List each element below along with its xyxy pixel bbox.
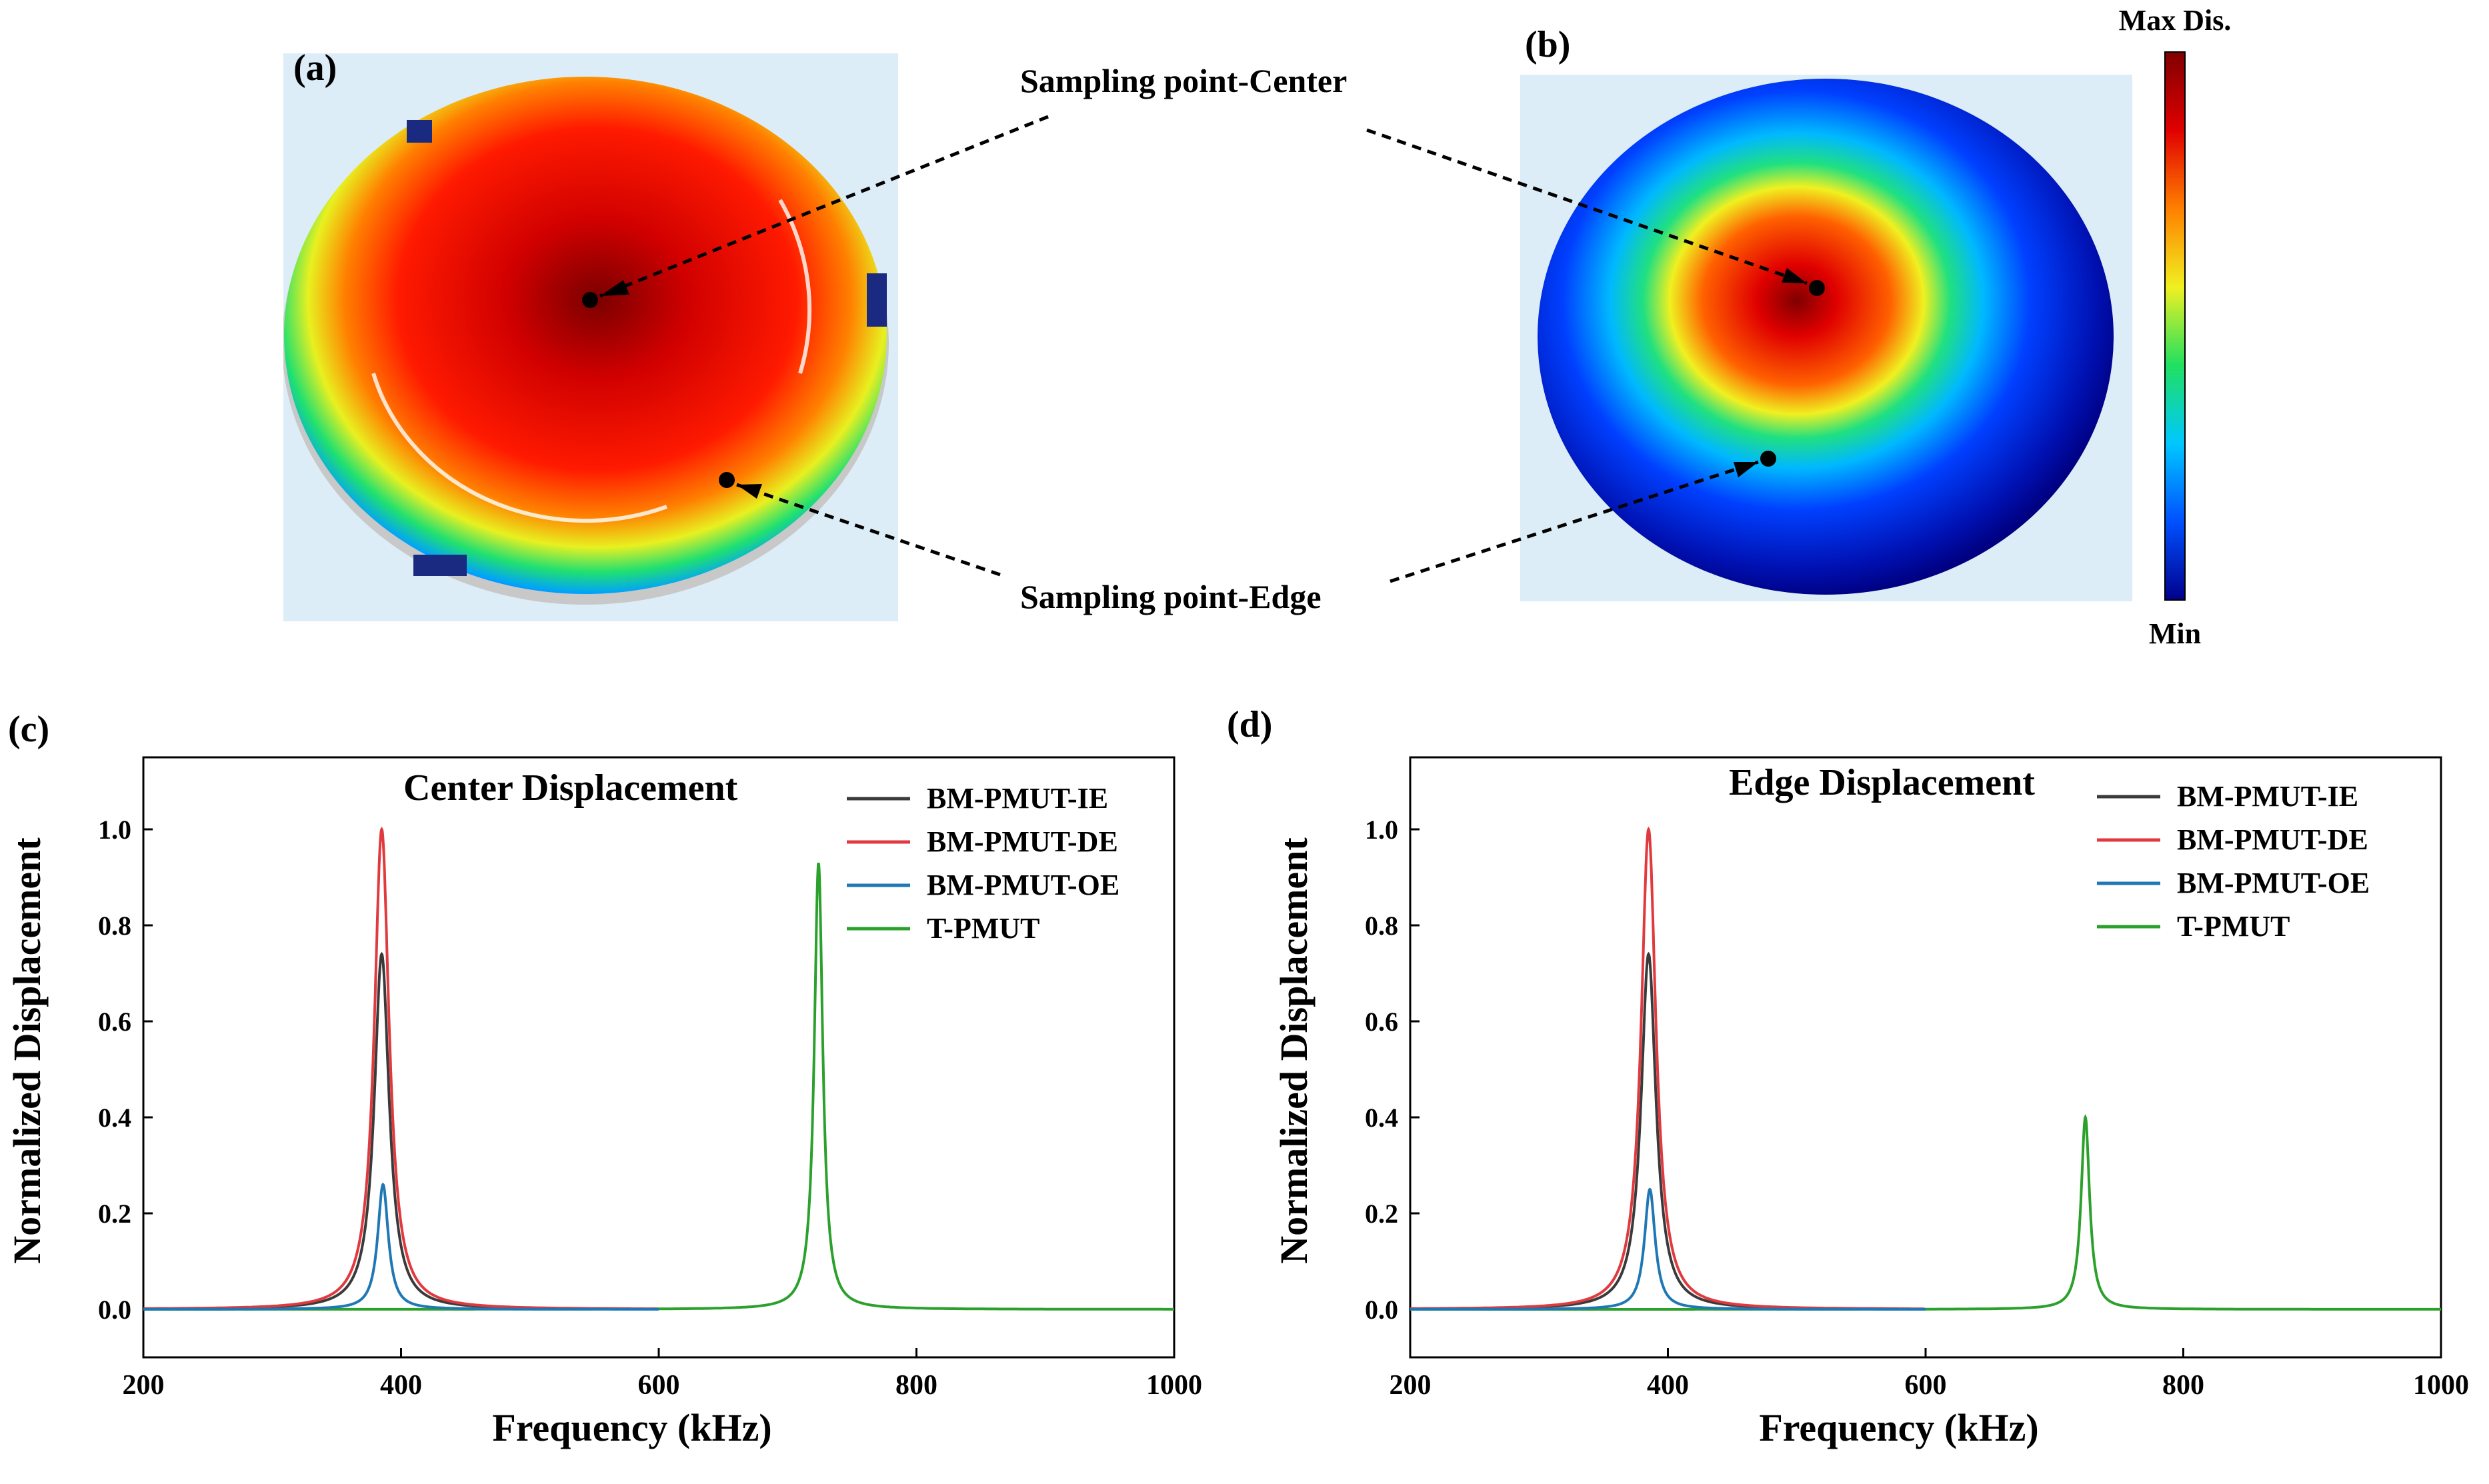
sample-edge-dot-b xyxy=(1760,451,1776,467)
colorbar: Max Dis. Min xyxy=(2119,4,2232,650)
y-axis-label: Normalized Displacement xyxy=(1272,837,1316,1264)
annotation-edge: Sampling point-Edge xyxy=(1020,578,1322,615)
arrow-edge-b xyxy=(1390,460,1759,583)
series-line-bm-pmut-de xyxy=(1410,826,1925,1311)
panel-a: (a) xyxy=(283,47,898,621)
y-tick-label: 0.8 xyxy=(98,911,131,941)
legend-label: BM-PMUT-DE xyxy=(2177,823,2368,856)
chart-title: Center Displacement xyxy=(403,767,738,809)
chart-edge-displacement: 200 400 600 800 1000 0.0 0.2 0.4 0.6 0.8 1.0 Freque… xyxy=(1272,756,2469,1449)
x-tick-label: 600 xyxy=(1905,1370,1947,1401)
series-line-bm-pmut-de xyxy=(143,826,658,1311)
sample-edge-dot-a xyxy=(719,472,735,488)
legend: BM-PMUT-IE BM-PMUT-DE BM-PMUT-OE T-PMUT xyxy=(2097,780,2370,943)
x-tick-label: 400 xyxy=(1647,1370,1689,1401)
legend-label: BM-PMUT-OE xyxy=(2177,867,2370,899)
chart-center-displacement: 200 400 600 800 1000 0.0 0.2 0.4 0.6 0.8 1.0 Freque… xyxy=(5,756,1202,1449)
arrowhead-edge-a xyxy=(737,484,762,499)
series-line-bm-pmut-oe xyxy=(1410,1187,1926,1311)
y-tick-label: 1.0 xyxy=(98,815,131,845)
x-tick-label: 800 xyxy=(895,1370,937,1401)
series-line-bm-pmut-ie xyxy=(143,951,593,1311)
series-line-bm-pmut-oe xyxy=(143,1182,659,1311)
y-tick-label: 0.0 xyxy=(1365,1295,1398,1325)
x-tick-label: 1000 xyxy=(2413,1370,2469,1401)
panel-b-label: (b) xyxy=(1525,24,1570,65)
panel-c-label: (c) xyxy=(8,709,49,750)
y-tick-label: 0.6 xyxy=(98,1007,131,1037)
legend-label: BM-PMUT-DE xyxy=(927,825,1118,858)
legend-label: BM-PMUT-IE xyxy=(927,782,1108,815)
series-line-t-pmut xyxy=(143,863,1174,1311)
x-tick-label: 600 xyxy=(638,1370,680,1401)
y-axis-label: Normalized Displacement xyxy=(5,837,49,1264)
x-axis-label: Frequency (kHz) xyxy=(1759,1406,2038,1449)
annotation-center: Sampling point-Center xyxy=(1020,62,1347,99)
annotations: Sampling point-Center Sampling point-Edg… xyxy=(599,62,1808,615)
panel-a-label: (a) xyxy=(293,47,337,89)
x-tick-label: 1000 xyxy=(1146,1370,1202,1401)
series-line-bm-pmut-ie xyxy=(1410,951,1860,1311)
x-tick-label: 800 xyxy=(2162,1370,2204,1401)
panel-b: (b) xyxy=(1520,24,2132,601)
y-tick-label: 0.6 xyxy=(1365,1007,1398,1037)
colorbar-bar xyxy=(2164,51,2186,601)
colorbar-max-label: Max Dis. xyxy=(2119,4,2232,37)
x-axis-label: Frequency (kHz) xyxy=(492,1406,771,1449)
sim-a-anchor-1 xyxy=(407,120,432,143)
legend-label: T-PMUT xyxy=(2177,910,2290,943)
sim-a-anchor-2 xyxy=(867,273,887,327)
series-line-t-pmut xyxy=(1410,1114,2441,1311)
sample-center-dot-b xyxy=(1809,280,1825,296)
x-tick-label: 400 xyxy=(380,1370,422,1401)
y-tick-label: 0.2 xyxy=(98,1199,131,1229)
y-tick-label: 0.8 xyxy=(1365,911,1398,941)
arrow-center-a xyxy=(599,115,1049,298)
arrow-center-b xyxy=(1366,128,1808,285)
arrowhead-center-a xyxy=(600,280,629,296)
arrow-edge-a xyxy=(736,483,1001,577)
plot-area xyxy=(1410,826,2441,1311)
panel-d-label: (d) xyxy=(1227,704,1272,745)
y-tick-label: 1.0 xyxy=(1365,815,1398,845)
arrowhead-edge-b xyxy=(1734,462,1758,477)
legend-label: BM-PMUT-OE xyxy=(927,869,1119,901)
sim-a-membrane xyxy=(284,77,887,594)
x-tick-label: 200 xyxy=(123,1370,165,1401)
y-tick-label: 0.0 xyxy=(98,1295,131,1325)
x-tick-label: 200 xyxy=(1390,1370,1432,1401)
arrowhead-center-b xyxy=(1782,268,1807,283)
legend-label: T-PMUT xyxy=(927,912,1040,945)
sim-b-membrane xyxy=(1538,79,2114,595)
legend: BM-PMUT-IE BM-PMUT-DE BM-PMUT-OE T-PMUT xyxy=(847,782,1119,945)
plot-area xyxy=(143,826,1174,1311)
legend-label: BM-PMUT-IE xyxy=(2177,780,2358,813)
sim-a-slot-1 xyxy=(371,373,668,523)
y-tick-label: 0.2 xyxy=(1365,1199,1398,1229)
sim-a-anchor-3 xyxy=(413,555,467,576)
y-tick-label: 0.4 xyxy=(98,1103,131,1133)
colorbar-min-label: Min xyxy=(2149,617,2201,650)
y-tick-label: 0.4 xyxy=(1365,1103,1398,1133)
sample-center-dot-a xyxy=(582,292,598,308)
chart-title: Edge Displacement xyxy=(1729,762,2035,803)
